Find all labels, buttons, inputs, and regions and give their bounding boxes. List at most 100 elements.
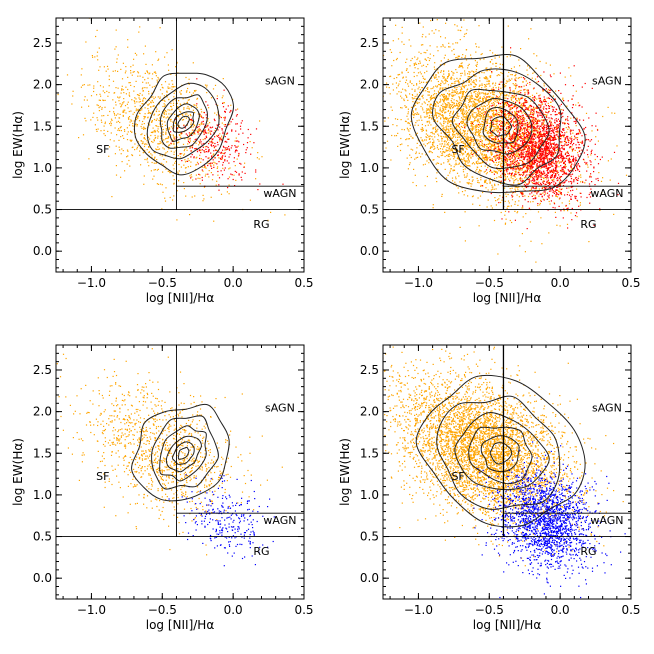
scatter-point <box>146 140 148 142</box>
scatter-point <box>126 149 129 151</box>
scatter-point <box>137 145 139 147</box>
scatter-point <box>188 142 191 144</box>
scatter-point <box>474 133 476 136</box>
scatter-point <box>214 136 216 138</box>
scatter-point <box>516 178 518 180</box>
scatter-point <box>529 178 531 180</box>
scatter-point <box>110 121 112 123</box>
scatter-point <box>463 124 465 126</box>
scatter-point <box>480 185 482 187</box>
scatter-point <box>500 110 502 112</box>
scatter-point <box>522 122 524 125</box>
scatter-point <box>462 92 464 94</box>
scatter-point <box>560 142 562 144</box>
scatter-point <box>397 145 399 147</box>
scatter-point <box>458 124 460 126</box>
scatter-point <box>503 144 505 146</box>
scatter-point <box>471 126 473 128</box>
scatter-point <box>464 103 466 105</box>
scatter-point <box>143 137 145 139</box>
scatter-point <box>197 131 199 133</box>
scatter-point <box>205 101 207 103</box>
scatter-point <box>443 128 445 131</box>
scatter-point <box>153 114 155 116</box>
scatter-point <box>480 128 482 130</box>
scatter-point <box>550 170 552 172</box>
scatter-point <box>228 149 231 151</box>
scatter-point <box>509 55 511 57</box>
scatter-point <box>84 96 86 98</box>
scatter-point <box>426 49 428 51</box>
scatter-point <box>422 128 424 130</box>
scatter-point <box>470 122 472 125</box>
scatter-point <box>127 76 129 78</box>
scatter-point <box>100 130 102 132</box>
scatter-point <box>447 58 449 61</box>
scatter-point <box>468 63 470 65</box>
scatter-point <box>480 162 482 164</box>
scatter-point <box>176 106 178 108</box>
scatter-point <box>473 149 475 151</box>
scatter-point <box>541 243 543 245</box>
scatter-point <box>476 65 478 67</box>
scatter-point <box>216 95 218 97</box>
scatter-point <box>558 131 560 133</box>
scatter-point <box>139 26 141 28</box>
scatter-point <box>479 92 481 94</box>
scatter-point <box>510 165 512 167</box>
scatter-point <box>218 161 220 163</box>
scatter-point <box>392 124 394 126</box>
scatter-point <box>204 175 206 177</box>
scatter-point <box>484 97 486 99</box>
scatter-point <box>222 106 225 108</box>
scatter-point <box>483 145 485 147</box>
scatter-point <box>202 120 204 122</box>
scatter-point <box>424 125 427 127</box>
scatter-point <box>208 150 210 152</box>
scatter-point <box>207 132 209 134</box>
scatter-point <box>156 130 158 132</box>
scatter-point <box>452 129 454 131</box>
scatter-point <box>136 148 138 150</box>
scatter-point <box>458 136 460 138</box>
scatter-point <box>115 101 117 103</box>
scatter-point <box>432 142 434 144</box>
scatter-point <box>489 105 491 107</box>
scatter-point <box>139 150 141 152</box>
scatter-point <box>442 109 444 111</box>
scatter-point <box>164 81 167 83</box>
scatter-point <box>126 163 128 165</box>
scatter-point <box>501 158 503 160</box>
scatter-point <box>421 81 423 83</box>
scatter-point <box>418 113 420 115</box>
scatter-point <box>461 92 463 94</box>
scatter-point <box>203 142 205 145</box>
scatter-point <box>507 25 509 27</box>
scatter-point <box>482 162 484 164</box>
scatter-point <box>249 199 251 201</box>
scatter-point <box>445 141 447 143</box>
scatter-point <box>217 129 219 131</box>
scatter-point <box>458 102 460 104</box>
scatter-point <box>149 72 151 74</box>
scatter-point <box>506 56 508 58</box>
scatter-point <box>479 136 481 138</box>
scatter-point <box>553 73 555 75</box>
scatter-point <box>542 192 544 194</box>
scatter-point <box>491 153 493 155</box>
scatter-point <box>184 138 186 140</box>
scatter-point <box>489 69 491 71</box>
scatter-point <box>506 104 508 106</box>
scatter-point <box>120 136 122 138</box>
scatter-point <box>515 140 517 142</box>
scatter-point <box>488 83 490 85</box>
scatter-point <box>213 220 215 222</box>
scatter-point <box>155 75 157 77</box>
scatter-point <box>400 137 402 140</box>
scatter-point <box>443 151 445 154</box>
scatter-point <box>97 119 99 121</box>
scatter-point <box>450 78 452 80</box>
scatter-point <box>505 193 507 195</box>
scatter-point <box>510 190 512 192</box>
scatter-point <box>492 138 494 140</box>
